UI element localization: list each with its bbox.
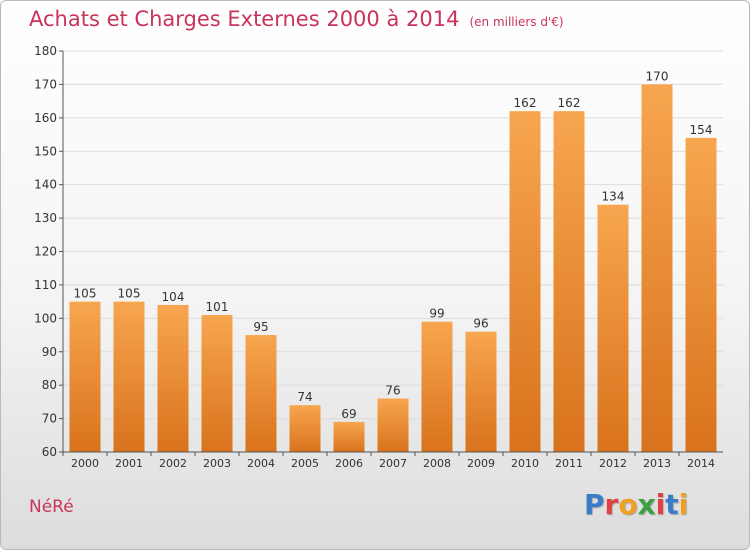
y-tick-label: 80 <box>42 378 57 392</box>
bar <box>509 111 541 453</box>
data-label: 104 <box>162 290 185 304</box>
data-label: 162 <box>558 96 581 110</box>
y-axis-ticks: 60 70 80 90 100 110 120 130 140 150 160 170 180 <box>34 44 63 459</box>
proxiti-logo[interactable]: Proxiti <box>584 488 688 521</box>
x-tick-label: 2014 <box>687 457 715 470</box>
data-label: 99 <box>429 307 444 321</box>
y-tick-label: 70 <box>42 412 57 426</box>
data-label: 105 <box>74 287 97 301</box>
data-labels: 105 105 104 101 95 74 69 76 99 96 162 162 134 170 154 <box>74 69 713 421</box>
chart-subtitle: (en milliers d'€) <box>469 15 564 29</box>
x-tick-label: 2008 <box>423 457 451 470</box>
data-label: 105 <box>118 287 141 301</box>
data-label: 101 <box>206 300 229 314</box>
x-tick-label: 2006 <box>335 457 363 470</box>
x-tick-label: 2000 <box>71 457 99 470</box>
y-tick-label: 170 <box>34 77 57 91</box>
bar <box>245 335 277 452</box>
chart-title: Achats et Charges Externes 2000 à 2014 (e… <box>29 7 564 31</box>
y-tick-label: 180 <box>34 44 57 58</box>
bar <box>421 321 453 452</box>
x-tick-label: 2002 <box>159 457 187 470</box>
y-tick-label: 60 <box>42 445 57 459</box>
data-label: 154 <box>690 123 713 137</box>
y-tick-label: 150 <box>34 144 57 158</box>
bar <box>641 84 673 453</box>
data-label: 134 <box>602 190 625 204</box>
data-label: 170 <box>646 69 669 83</box>
logo-letter: t <box>665 488 679 521</box>
y-tick-label: 160 <box>34 111 57 125</box>
logo-letter: o <box>618 488 638 521</box>
logo-letter: P <box>584 488 605 521</box>
y-tick-label: 90 <box>42 345 57 359</box>
commune-name: NéRé <box>29 497 74 517</box>
bar <box>553 111 585 453</box>
data-label: 69 <box>341 407 356 421</box>
x-axis-ticks: 2000 2001 2002 2003 2004 2005 2006 2007 2008 2009… <box>62 452 715 470</box>
x-tick-label: 2009 <box>467 457 495 470</box>
y-tick-label: 110 <box>34 278 57 292</box>
x-tick-label: 2004 <box>247 457 275 470</box>
logo-letter: x <box>637 488 656 521</box>
data-label: 96 <box>473 317 488 331</box>
data-label: 95 <box>253 320 268 334</box>
logo-letter: i <box>655 488 666 521</box>
bar <box>113 301 145 452</box>
logo-letter: i <box>678 488 689 521</box>
x-tick-label: 2010 <box>511 457 539 470</box>
bars <box>69 84 717 453</box>
y-tick-label: 140 <box>34 178 57 192</box>
x-tick-label: 2001 <box>115 457 143 470</box>
data-label: 162 <box>514 96 537 110</box>
x-tick-label: 2003 <box>203 457 231 470</box>
bar <box>377 398 409 452</box>
x-tick-label: 2007 <box>379 457 407 470</box>
bar <box>465 331 497 452</box>
bar <box>289 405 321 452</box>
bar <box>597 204 629 452</box>
x-tick-label: 2005 <box>291 457 319 470</box>
bar <box>333 421 365 452</box>
logo-letter: r <box>604 488 619 521</box>
x-tick-label: 2013 <box>643 457 671 470</box>
data-label: 76 <box>385 384 400 398</box>
y-tick-label: 120 <box>34 245 57 259</box>
bar <box>201 314 233 452</box>
y-tick-label: 100 <box>34 311 57 325</box>
chart-title-text: Achats et Charges Externes 2000 à 2014 <box>29 7 460 31</box>
y-tick-label: 130 <box>34 211 57 225</box>
bar <box>685 137 717 452</box>
axes <box>62 51 723 453</box>
bar <box>69 301 101 452</box>
x-tick-label: 2012 <box>599 457 627 470</box>
data-label: 74 <box>297 390 312 404</box>
bar <box>157 304 189 452</box>
x-tick-label: 2011 <box>555 457 583 470</box>
